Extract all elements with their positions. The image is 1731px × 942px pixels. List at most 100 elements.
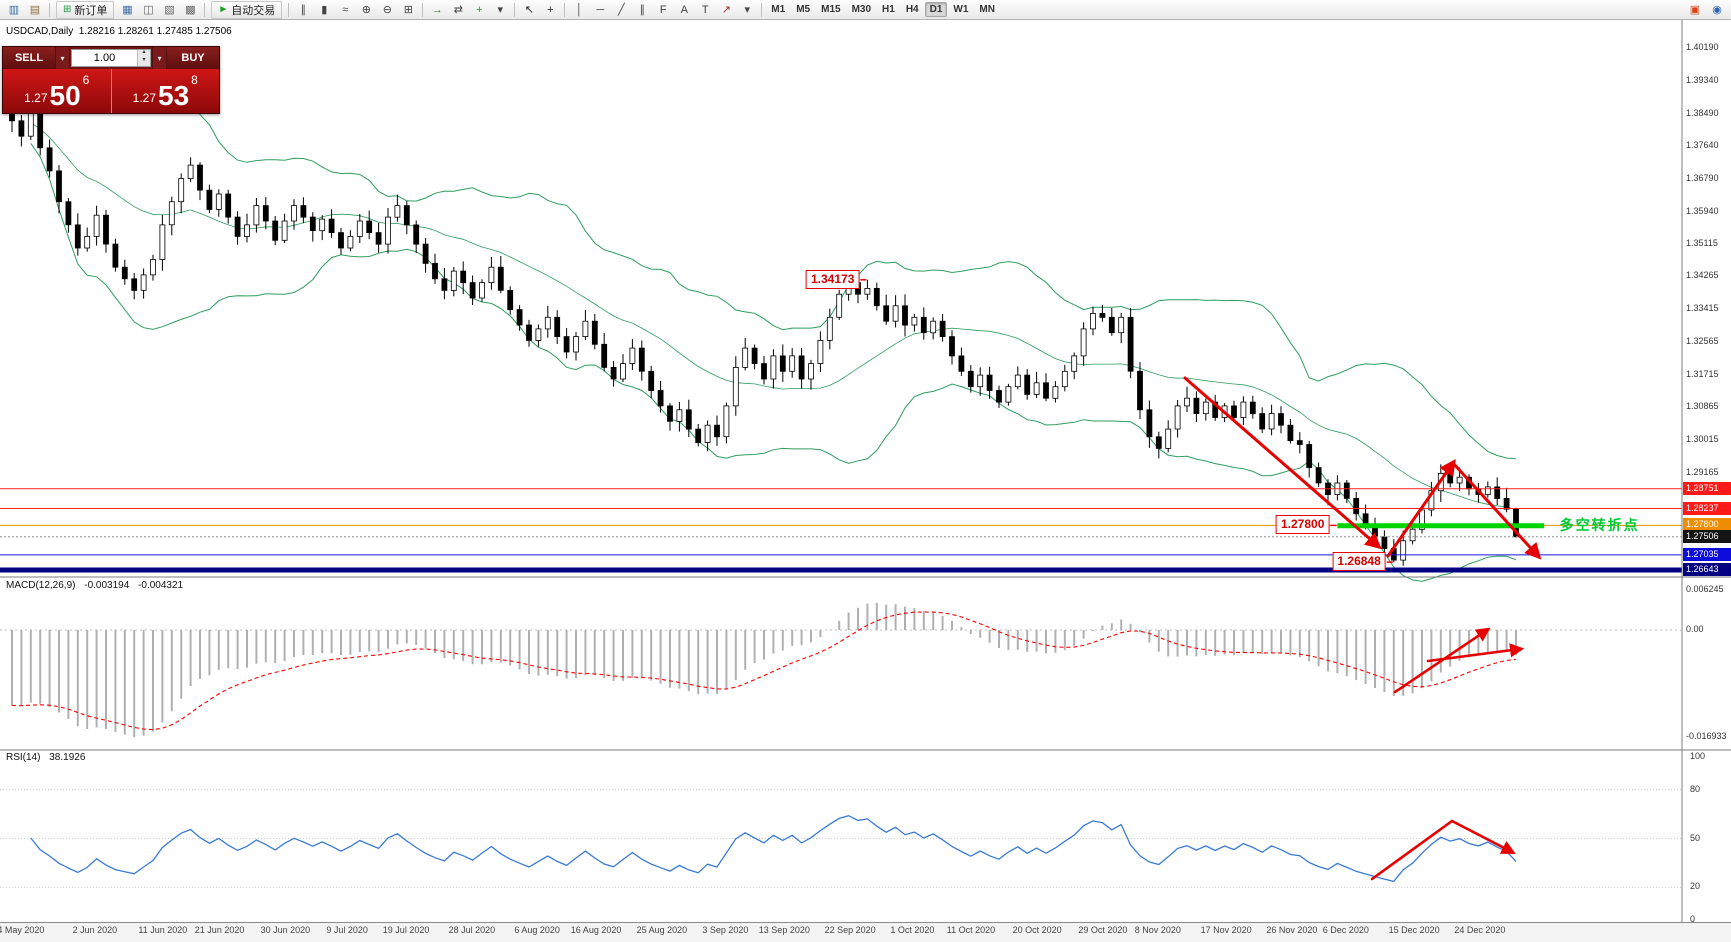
trend-arrow[interactable] xyxy=(1386,458,1456,558)
profiles-icon[interactable]: ▤ xyxy=(29,4,41,16)
candle-body xyxy=(159,224,166,260)
autotrade-button[interactable]: ► 自动交易 xyxy=(211,0,283,19)
candle-body xyxy=(1024,374,1031,395)
timeframe-mn[interactable]: MN xyxy=(979,4,995,15)
turning-point-annotation[interactable]: 多空转折点 xyxy=(1559,517,1640,534)
sell-dropdown-icon[interactable]: ▾ xyxy=(55,47,70,69)
trend-arrow[interactable] xyxy=(1451,461,1542,560)
candle-body xyxy=(582,320,589,338)
indicators-dropdown-icon[interactable]: ▾ xyxy=(497,4,504,16)
low-price-annotation[interactable]: 1.26848 xyxy=(1332,552,1386,572)
candle-body xyxy=(262,205,269,222)
chart-ohlc-info: USDCAD,Daily 1.28216 1.28261 1.27485 1.2… xyxy=(6,26,232,37)
timeframe-m15[interactable]: M15 xyxy=(821,4,841,15)
candle-body xyxy=(573,336,579,353)
breakout-price-annotation[interactable]: 1.27800 xyxy=(1276,515,1330,535)
price-axis-label: 1.39340 xyxy=(1686,74,1719,85)
tile-windows-icon[interactable]: ⊞ xyxy=(403,4,413,16)
sell-price-small: 1.27 xyxy=(24,91,48,105)
candle-body xyxy=(930,320,937,334)
zoom-out-icon[interactable]: ⊖ xyxy=(382,4,392,16)
candle-body xyxy=(1043,382,1049,399)
candle-body xyxy=(1212,401,1219,418)
volume-up-icon[interactable]: ▴ xyxy=(138,49,150,58)
toolbar-separator xyxy=(761,2,763,17)
candle-body xyxy=(563,336,570,353)
macd-axis-label: 0.006245 xyxy=(1686,584,1724,595)
vertical-line-icon[interactable]: │ xyxy=(575,3,583,16)
candle-body xyxy=(27,110,34,137)
timeframe-w1[interactable]: W1 xyxy=(953,4,969,15)
volume-input[interactable] xyxy=(72,50,137,66)
candle-body xyxy=(986,374,993,391)
crosshair-icon[interactable]: + xyxy=(547,3,554,16)
price-axis-label: 1.29165 xyxy=(1686,466,1719,477)
market-watch-icon[interactable]: ▦ xyxy=(122,4,133,16)
new-order-button[interactable]: ⊞ 新订单 xyxy=(56,0,115,19)
indicators-icon[interactable]: + xyxy=(476,3,483,16)
candle-body xyxy=(1108,316,1115,334)
candle-body xyxy=(309,216,316,232)
bars-chart-icon[interactable]: ∥ xyxy=(300,4,307,16)
sell-price-panel[interactable]: 1.27 50 6 xyxy=(3,69,111,113)
toolbar-separator xyxy=(49,2,50,17)
alerts-icon[interactable]: ▣ xyxy=(1689,4,1701,16)
trendline-icon[interactable]: ╱ xyxy=(617,4,625,16)
candle-body xyxy=(112,243,119,268)
sell-button[interactable]: SELL xyxy=(3,47,55,69)
rsi-axis-label: 20 xyxy=(1690,881,1701,892)
buy-price-panel[interactable]: 1.27 53 8 xyxy=(111,69,219,113)
arrows-dropdown-icon[interactable]: ▾ xyxy=(744,4,751,16)
candle-body xyxy=(883,305,890,322)
cursor-icon[interactable]: ↖ xyxy=(524,4,534,16)
candle-body xyxy=(131,278,138,291)
data-window-icon[interactable]: ◫ xyxy=(143,4,154,16)
trend-arrow[interactable] xyxy=(1370,819,1516,881)
timeframe-h1[interactable]: H1 xyxy=(882,4,895,15)
channel-icon[interactable]: ∥ xyxy=(639,4,646,16)
toolbar: ▥ ▤ ⊞ 新订单 ▦ ◫ ▧ ▩ ► 自动交易 ∥ ▮ ≈ ⊕ ⊖ ⊞ → ⇄ + ▾ ↖ + │ ─ ╱ ∥ F A T ↗ ▾ M1 M5… xyxy=(0,0,1731,20)
candle-body xyxy=(1061,370,1068,388)
timeframe-m1[interactable]: M1 xyxy=(771,4,786,15)
toolbar-separator xyxy=(564,2,566,17)
buy-dropdown-icon[interactable]: ▾ xyxy=(152,47,167,69)
timeframe-h4[interactable]: H4 xyxy=(905,4,919,15)
auto-scroll-icon[interactable]: → xyxy=(431,3,443,16)
terminal-icon[interactable]: ▩ xyxy=(185,4,196,16)
candle-body xyxy=(281,220,288,241)
volume-down-icon[interactable]: ▾ xyxy=(138,57,150,66)
timeframe-m5[interactable]: M5 xyxy=(796,4,811,15)
price-line-label: 1.27800 xyxy=(1683,518,1731,532)
peak-price-annotation[interactable]: 1.34173 xyxy=(806,269,860,289)
new-chart-icon[interactable]: ▥ xyxy=(8,4,20,16)
trend-arrow[interactable] xyxy=(1426,643,1525,663)
help-icon[interactable]: ◉ xyxy=(1712,4,1722,16)
fibonacci-icon[interactable]: F xyxy=(659,3,667,16)
candle-body xyxy=(826,316,833,341)
text-icon[interactable]: A xyxy=(680,3,688,16)
candle-body xyxy=(187,164,194,180)
navigator-icon[interactable]: ▧ xyxy=(164,4,175,16)
date-axis-label: 20 Oct 2020 xyxy=(1012,925,1062,935)
candle-body xyxy=(958,355,965,372)
candle-body xyxy=(215,193,222,210)
timeframe-d1[interactable]: D1 xyxy=(924,2,948,17)
shift-chart-icon[interactable]: ⇄ xyxy=(453,4,463,16)
arrows-icon[interactable]: ↗ xyxy=(721,4,731,16)
horizontal-line-icon[interactable]: ─ xyxy=(596,3,605,16)
candle-body xyxy=(272,220,279,241)
candle-body xyxy=(469,282,476,299)
bollinger-upper-band xyxy=(30,75,1517,460)
trend-arrow[interactable] xyxy=(1183,376,1382,550)
sell-price-pip: 6 xyxy=(82,73,90,87)
trend-arrow[interactable] xyxy=(1393,627,1491,694)
timeframe-m30[interactable]: M30 xyxy=(851,4,872,15)
line-chart-icon[interactable]: ≈ xyxy=(342,3,349,16)
date-axis-label: 1 Oct 2020 xyxy=(890,925,935,935)
buy-button[interactable]: BUY xyxy=(167,47,219,69)
candles-chart-icon[interactable]: ▮ xyxy=(321,4,328,16)
date-axis-label: 19 Jul 2020 xyxy=(382,925,430,935)
zoom-in-icon[interactable]: ⊕ xyxy=(361,4,371,16)
label-icon[interactable]: T xyxy=(701,3,709,16)
